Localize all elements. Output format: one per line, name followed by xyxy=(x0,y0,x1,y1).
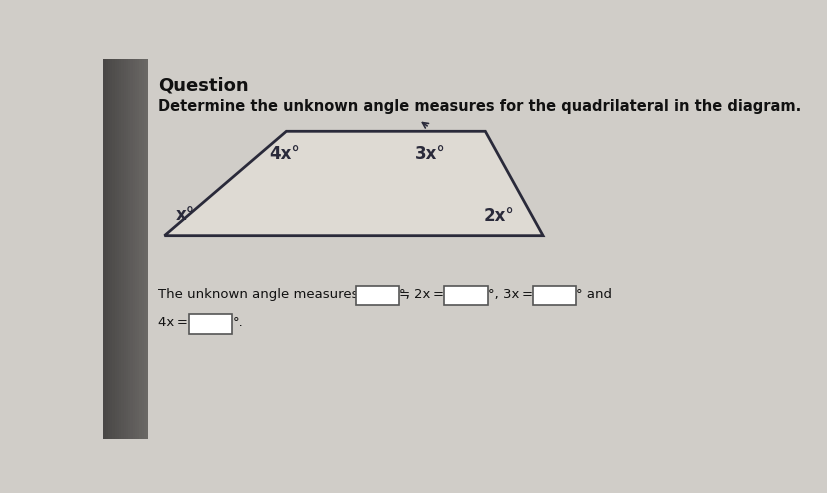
FancyBboxPatch shape xyxy=(189,314,232,334)
FancyBboxPatch shape xyxy=(103,59,148,439)
FancyBboxPatch shape xyxy=(444,285,487,305)
Text: °, 2x =: °, 2x = xyxy=(399,288,447,301)
FancyBboxPatch shape xyxy=(141,59,144,439)
Text: The unknown angle measures are x =: The unknown angle measures are x = xyxy=(158,288,413,301)
FancyBboxPatch shape xyxy=(532,285,576,305)
Text: °, 3x =: °, 3x = xyxy=(487,288,535,301)
FancyBboxPatch shape xyxy=(103,59,106,439)
FancyBboxPatch shape xyxy=(131,59,132,439)
Polygon shape xyxy=(165,131,543,236)
Text: Determine the unknown angle measures for the quadrilateral in the diagram.: Determine the unknown angle measures for… xyxy=(158,99,801,114)
FancyBboxPatch shape xyxy=(110,59,112,439)
Text: 4x =: 4x = xyxy=(158,317,190,329)
FancyBboxPatch shape xyxy=(139,59,141,439)
Text: 4x°: 4x° xyxy=(269,144,299,163)
FancyBboxPatch shape xyxy=(117,59,119,439)
FancyBboxPatch shape xyxy=(112,59,115,439)
FancyBboxPatch shape xyxy=(122,59,123,439)
FancyBboxPatch shape xyxy=(106,59,108,439)
Text: x°: x° xyxy=(175,206,194,224)
FancyBboxPatch shape xyxy=(135,59,137,439)
FancyBboxPatch shape xyxy=(108,59,110,439)
FancyBboxPatch shape xyxy=(123,59,126,439)
FancyBboxPatch shape xyxy=(132,59,135,439)
Text: 3x°: 3x° xyxy=(414,144,445,163)
Text: Question: Question xyxy=(158,76,248,94)
FancyBboxPatch shape xyxy=(128,59,131,439)
Text: 2x°: 2x° xyxy=(484,207,514,224)
FancyBboxPatch shape xyxy=(137,59,139,439)
FancyBboxPatch shape xyxy=(356,285,399,305)
Text: ° and: ° and xyxy=(576,288,612,301)
FancyBboxPatch shape xyxy=(115,59,117,439)
FancyBboxPatch shape xyxy=(119,59,122,439)
Text: °.: °. xyxy=(232,317,243,329)
FancyBboxPatch shape xyxy=(126,59,128,439)
